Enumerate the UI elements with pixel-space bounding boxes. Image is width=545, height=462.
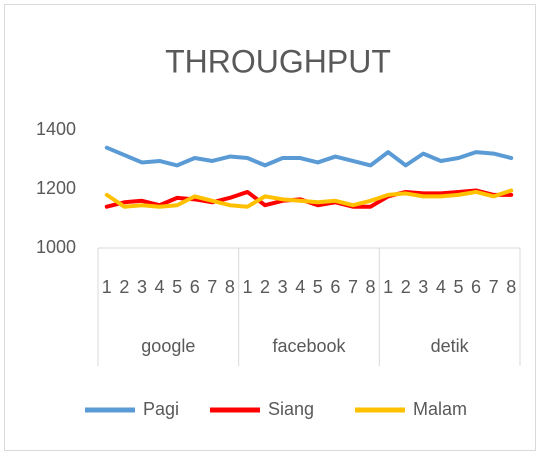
chart-border [4,4,536,451]
legend-label: Malam [413,399,467,419]
y-tick-label: 1000 [36,237,76,257]
x-tick-label: 5 [453,277,463,297]
x-tick-label: 7 [348,277,358,297]
group-label: facebook [272,336,346,356]
x-tick-label: 5 [172,277,182,297]
x-tick-label: 4 [436,277,446,297]
x-tick-label: 6 [471,277,481,297]
x-tick-label: 1 [383,277,393,297]
chart-title: THROUGHPUT [165,43,391,79]
series-line [104,188,514,209]
x-tick-label: 8 [225,277,235,297]
x-tick-label: 6 [330,277,340,297]
x-tick-label: 7 [489,277,499,297]
legend-label: Pagi [143,399,179,419]
x-tick-label: 2 [260,277,270,297]
group-label: detik [431,336,470,356]
x-tick-label: 6 [190,277,200,297]
x-tick-label: 3 [278,277,288,297]
group-label: google [141,336,195,356]
x-tick-label: 8 [366,277,376,297]
x-tick-label: 7 [207,277,217,297]
x-tick-label: 8 [506,277,516,297]
x-tick-label: 4 [155,277,165,297]
x-tick-label: 1 [242,277,252,297]
x-tick-label: 2 [119,277,129,297]
series-line [104,145,514,168]
legend-label: Siang [268,399,314,419]
x-tick-label: 4 [295,277,305,297]
x-tick-label: 3 [137,277,147,297]
x-tick-label: 3 [418,277,428,297]
x-tick-label: 5 [313,277,323,297]
x-tick-label: 2 [401,277,411,297]
y-tick-label: 1400 [36,119,76,139]
y-tick-label: 1200 [36,178,76,198]
x-tick-label: 1 [102,277,112,297]
